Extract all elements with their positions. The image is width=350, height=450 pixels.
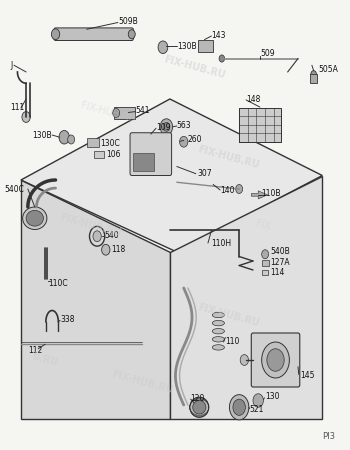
Text: 130B: 130B: [177, 42, 196, 51]
Ellipse shape: [212, 328, 224, 334]
Text: 112: 112: [28, 346, 42, 355]
Bar: [262, 260, 268, 265]
Circle shape: [128, 30, 135, 39]
Polygon shape: [21, 99, 322, 252]
Text: 338: 338: [61, 315, 75, 324]
Circle shape: [233, 399, 245, 415]
Polygon shape: [21, 180, 170, 418]
Bar: [94, 151, 104, 158]
Text: 109: 109: [156, 123, 170, 132]
Circle shape: [22, 112, 30, 122]
Bar: [87, 138, 99, 147]
Text: 130: 130: [265, 392, 280, 401]
Text: 540C: 540C: [5, 184, 25, 194]
Text: FIX-HUB.RU: FIX-HUB.RU: [162, 54, 226, 81]
Circle shape: [262, 342, 289, 378]
Text: 110B: 110B: [262, 189, 281, 198]
Ellipse shape: [23, 207, 47, 230]
Circle shape: [230, 395, 249, 420]
Ellipse shape: [212, 345, 224, 350]
Text: 110: 110: [225, 338, 240, 346]
Polygon shape: [170, 176, 322, 418]
Text: PI3: PI3: [322, 432, 335, 441]
Circle shape: [262, 250, 268, 259]
Bar: [262, 270, 268, 274]
Bar: [310, 74, 317, 83]
Text: 118: 118: [111, 245, 125, 254]
Text: B.RU: B.RU: [31, 352, 59, 368]
Text: 114: 114: [270, 268, 285, 277]
Ellipse shape: [212, 337, 224, 342]
Text: 145: 145: [300, 371, 314, 380]
Text: FIX-HUB.RU: FIX-HUB.RU: [110, 369, 174, 396]
Text: 540B: 540B: [270, 248, 290, 256]
Circle shape: [236, 184, 243, 194]
Circle shape: [163, 122, 170, 131]
Circle shape: [240, 355, 248, 365]
FancyBboxPatch shape: [54, 28, 133, 40]
Text: 120: 120: [191, 394, 205, 403]
Text: 260: 260: [187, 135, 202, 144]
Ellipse shape: [190, 397, 209, 418]
Bar: [114, 107, 135, 119]
Text: 509B: 509B: [118, 17, 138, 26]
Bar: [133, 153, 154, 171]
Text: 127A: 127A: [270, 258, 290, 267]
Text: 521: 521: [250, 405, 264, 414]
Text: 509: 509: [260, 50, 274, 58]
Text: FIX-HUB.RU: FIX-HUB.RU: [79, 100, 136, 125]
Circle shape: [160, 119, 173, 135]
Text: 130B: 130B: [33, 130, 52, 140]
Circle shape: [102, 244, 110, 255]
FancyArrow shape: [251, 191, 267, 199]
Bar: [239, 108, 281, 142]
Ellipse shape: [193, 400, 206, 414]
Circle shape: [253, 394, 264, 407]
Text: 563: 563: [177, 121, 191, 130]
Text: J: J: [10, 61, 13, 70]
Circle shape: [267, 349, 284, 371]
Circle shape: [68, 135, 75, 144]
FancyBboxPatch shape: [130, 133, 172, 176]
FancyBboxPatch shape: [251, 333, 300, 387]
Bar: [198, 40, 213, 52]
Text: 541: 541: [135, 106, 150, 115]
Circle shape: [93, 231, 101, 242]
Text: 540: 540: [104, 231, 119, 240]
Text: 130C: 130C: [100, 139, 120, 148]
Circle shape: [219, 55, 225, 62]
Text: 111: 111: [10, 104, 25, 112]
Text: 140: 140: [220, 186, 235, 195]
Text: FIX-HUB.RU: FIX-HUB.RU: [197, 144, 261, 171]
Circle shape: [180, 136, 188, 147]
Text: FIX-HUB.RU: FIX-HUB.RU: [58, 212, 122, 238]
Ellipse shape: [212, 320, 224, 326]
Text: FIX: FIX: [255, 218, 272, 232]
Circle shape: [113, 108, 120, 117]
Text: 307: 307: [198, 169, 212, 178]
Circle shape: [158, 41, 168, 54]
Text: FIX-HUB.RU: FIX-HUB.RU: [197, 302, 261, 328]
Text: 143: 143: [211, 31, 226, 40]
Text: 148: 148: [246, 94, 260, 104]
Ellipse shape: [26, 211, 43, 226]
Circle shape: [51, 29, 60, 40]
Text: 505A: 505A: [319, 65, 339, 74]
Ellipse shape: [212, 312, 224, 318]
Circle shape: [311, 71, 316, 78]
Text: 106: 106: [106, 150, 120, 159]
Text: 110H: 110H: [211, 238, 232, 248]
Circle shape: [59, 130, 69, 144]
Text: 110C: 110C: [49, 279, 68, 288]
